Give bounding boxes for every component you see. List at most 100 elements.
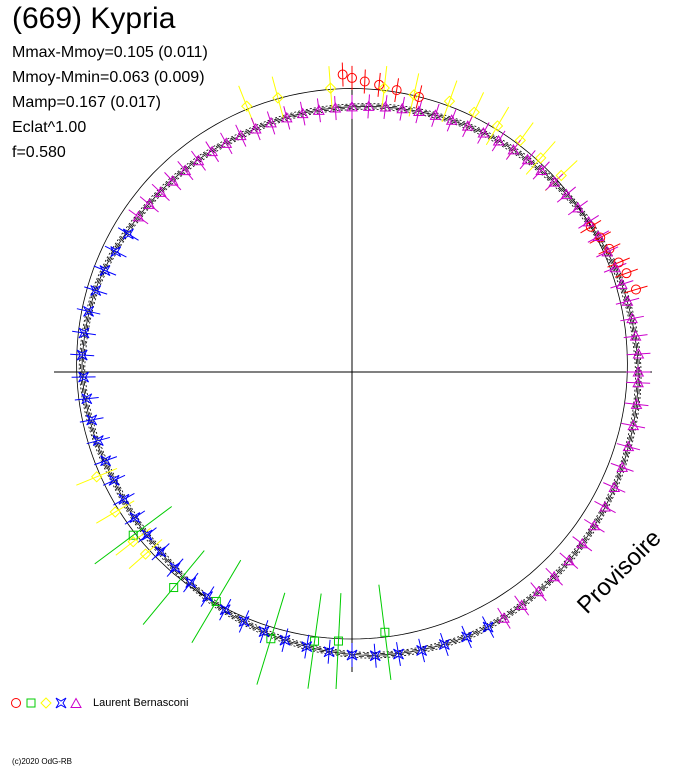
error-bar (615, 297, 640, 305)
error-bar (259, 620, 269, 644)
model-curve-0 (84, 108, 636, 654)
error-bar (497, 607, 511, 629)
data-point-triangle (621, 295, 634, 306)
data-point-star (110, 246, 122, 258)
error-bar (530, 582, 547, 602)
data-point-triangle (572, 201, 584, 213)
data-point-triangle (629, 330, 642, 341)
data-point-triangle (576, 537, 589, 549)
error-bar (545, 173, 564, 191)
data-point-star (78, 371, 90, 383)
data-point-triangle (220, 137, 233, 148)
data-point-star (86, 414, 98, 426)
data-point-triangle (413, 105, 425, 117)
error-bars (70, 62, 651, 690)
data-point-triangle (609, 261, 622, 273)
data-point-triangle (608, 481, 621, 492)
error-bar (238, 610, 250, 633)
error-bar (396, 642, 401, 666)
error-bar (616, 443, 641, 451)
data-point-star (92, 435, 104, 446)
data-point-triangle (622, 440, 635, 452)
error-bar (299, 101, 306, 126)
data-point-star (279, 634, 291, 646)
data-point-triangle (535, 164, 548, 175)
data-point-star (346, 649, 358, 661)
data-point-triangle (601, 245, 614, 257)
error-bar (151, 543, 170, 561)
data-point-triangle (429, 109, 442, 120)
data-point-triangle (362, 100, 375, 111)
error-bar (86, 436, 110, 445)
error-bar (578, 215, 599, 229)
data-point-square (310, 636, 320, 646)
error-bar (519, 150, 536, 170)
data-point-star (461, 631, 473, 643)
data-point-star (393, 648, 404, 660)
error-bar (598, 243, 621, 255)
data-point-circle (630, 284, 641, 295)
data-point-star (202, 591, 213, 603)
data-point-triangle (396, 102, 409, 114)
data-point-triangle (313, 104, 325, 115)
error-bar (532, 161, 550, 180)
data-point-triangle (296, 107, 309, 119)
data-point-star (438, 639, 450, 650)
data-point-diamond (514, 134, 527, 147)
data-point-diamond (127, 536, 139, 548)
data-point-square (380, 627, 390, 637)
error-bar (94, 456, 118, 466)
error-bar (316, 98, 321, 123)
error-bar (335, 593, 342, 690)
error-bar (137, 527, 157, 543)
error-bar (491, 130, 506, 152)
data-point-star (122, 228, 134, 240)
error-bar (327, 639, 331, 664)
error-bar (219, 598, 232, 621)
data-point-triangle (626, 312, 638, 324)
data-point-diamond (555, 169, 567, 182)
error-bar (525, 141, 556, 175)
error-bar (151, 183, 170, 201)
error-bar (418, 638, 426, 663)
error-bar (93, 265, 117, 276)
data-point-circle (347, 72, 357, 83)
error-bar (250, 117, 261, 141)
error-bar (378, 584, 392, 680)
error-bar (235, 124, 247, 147)
error-bar (191, 559, 242, 644)
error-bar (328, 66, 333, 111)
info-line-mamp: Mamp=0.167 (0.017) (12, 94, 161, 111)
error-bar (572, 536, 593, 552)
data-point-diamond (443, 95, 456, 107)
data-point-diamond (468, 106, 480, 118)
data-point-star (141, 529, 153, 541)
error-bar (408, 73, 420, 117)
data-point-triangle (588, 519, 601, 531)
data-point-circle (613, 257, 624, 268)
data-point-star (76, 349, 88, 361)
data-point-triangle (461, 120, 474, 131)
chart-title: (669) Kypria (12, 2, 176, 35)
error-bar (607, 257, 630, 268)
data-point-triangle (234, 129, 247, 141)
data-point-diamond (378, 82, 390, 94)
data-point-circle (604, 243, 615, 254)
data-point-triangle (249, 122, 262, 134)
data-point-star (369, 650, 381, 662)
error-bar (74, 397, 99, 401)
data-point-diamond (109, 506, 121, 518)
data-point-triangle (592, 230, 605, 242)
data-point-star (258, 626, 270, 638)
legend-star-icon (55, 697, 67, 709)
error-bar (177, 161, 194, 181)
data-point-star (83, 305, 94, 317)
error-bar (589, 231, 612, 244)
data-point-triangle (445, 114, 458, 125)
data-point-triangle (627, 419, 640, 431)
error-bar (283, 106, 291, 130)
error-bar (164, 172, 182, 191)
error-bar (205, 141, 220, 163)
data-point-triangle (632, 376, 644, 388)
